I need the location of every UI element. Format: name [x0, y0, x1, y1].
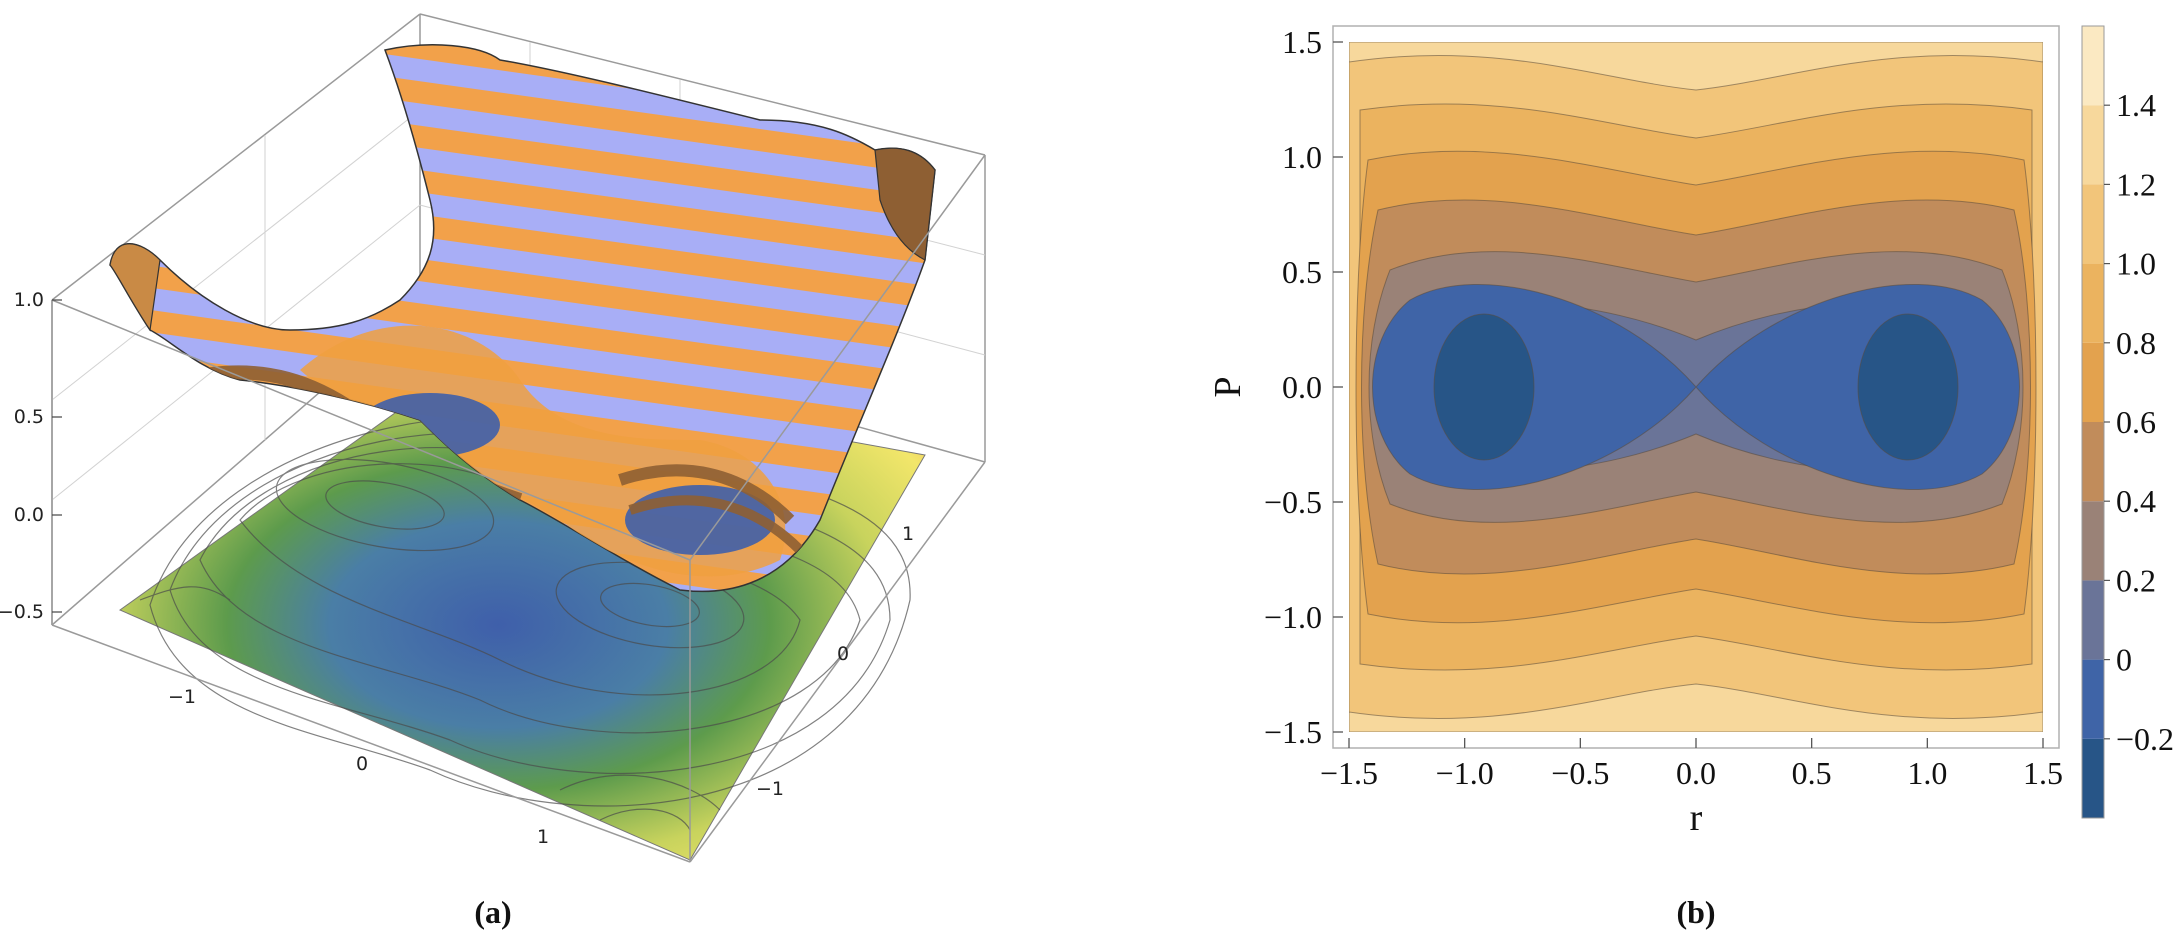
- y-tick-label: 0.5: [1282, 254, 1322, 290]
- colorbar-tick-label: −0.2: [2116, 721, 2174, 757]
- panel-a-plot: 1.0 0.5 0.0 −0.5 −1 0 1 1 0 −1 (a): [0, 13, 986, 930]
- panel-a-label: (a): [474, 894, 511, 930]
- colorbar-band: [2082, 105, 2104, 185]
- y-tick-labels: 1.5 1.0 0.5 0.0 −0.5 −1.0 −1.5: [1264, 24, 1322, 750]
- z-tick-4: −0.5: [0, 601, 44, 623]
- y-tick-label: −0.5: [1264, 484, 1322, 520]
- colorbar-tick-label: 1.2: [2116, 166, 2156, 202]
- colorbar-tick-label: 0.2: [2116, 562, 2156, 598]
- contour-bands: [1349, 42, 2043, 732]
- x-axis-label: r: [1690, 797, 1703, 839]
- y-tick-3: −1: [756, 778, 784, 800]
- colorbar-band: [2082, 263, 2104, 343]
- y-tick-label: 0.0: [1282, 369, 1322, 405]
- colorbar-tick-label: 0.8: [2116, 325, 2156, 361]
- x-tick-label: −0.5: [1551, 755, 1609, 791]
- colorbar-band: [2082, 738, 2104, 818]
- x-tick-2: 0: [356, 753, 368, 775]
- x-tick-3: 1: [537, 826, 549, 848]
- colorbar-tick-label: 0.6: [2116, 404, 2156, 440]
- panel-b-ticks: [1333, 41, 2044, 748]
- y-tick-2: 0: [837, 643, 849, 665]
- colorbar-band: [2082, 580, 2104, 660]
- box-front-edges: [51, 154, 986, 863]
- y-axis-label: P: [1207, 376, 1249, 397]
- well-right: [1857, 313, 1959, 461]
- surface: [109, 44, 936, 593]
- x-tick-label: 0.0: [1676, 755, 1716, 791]
- well-left: [1433, 313, 1535, 461]
- x-tick-label: 0.5: [1792, 755, 1832, 791]
- z-tick-2: 0.5: [14, 406, 44, 428]
- colorbar-band: [2082, 342, 2104, 422]
- y-tick-label: −1.0: [1264, 599, 1322, 635]
- colorbar-tick-label: 0: [2116, 642, 2132, 678]
- z-axis-ticks: [52, 299, 62, 613]
- y-tick-label: 1.0: [1282, 139, 1322, 175]
- x-tick-label: 1.5: [2023, 755, 2063, 791]
- colorbar-band: [2082, 659, 2104, 739]
- colorbar: 1.4 1.2 1.0 0.8 0.6 0.4 0.2 0 −0.2: [2081, 25, 2174, 819]
- colorbar-tick-label: 1.4: [2116, 87, 2156, 123]
- colorbar-band: [2082, 422, 2104, 502]
- z-tick-3: 0.0: [14, 504, 44, 526]
- panel-b-label: (b): [1676, 894, 1715, 930]
- x-tick-label: −1.5: [1320, 755, 1378, 791]
- x-tick-label: 1.0: [1907, 755, 1947, 791]
- colorbar-band: [2082, 184, 2104, 264]
- colorbar-band: [2082, 26, 2104, 106]
- x-tick-label: −1.0: [1436, 755, 1494, 791]
- x-tick-1: −1: [168, 686, 196, 708]
- x-tick-labels: −1.5 −1.0 −0.5 0.0 0.5 1.0 1.5: [1320, 755, 2063, 791]
- panel-b-plot: 1.5 1.0 0.5 0.0 −0.5 −1.0 −1.5 −1.5 −1.0 −0.5 0.0…: [1207, 24, 2174, 930]
- z-tick-1: 1.0: [14, 289, 44, 311]
- colorbar-band: [2082, 501, 2104, 581]
- colorbar-tick-label: 1.0: [2116, 246, 2156, 282]
- band-0: [1372, 283, 2020, 491]
- y-tick-label: −1.5: [1264, 714, 1322, 750]
- y-tick-1: 1: [902, 523, 914, 545]
- colorbar-tick-label: 0.4: [2116, 483, 2156, 519]
- y-tick-label: 1.5: [1282, 24, 1322, 60]
